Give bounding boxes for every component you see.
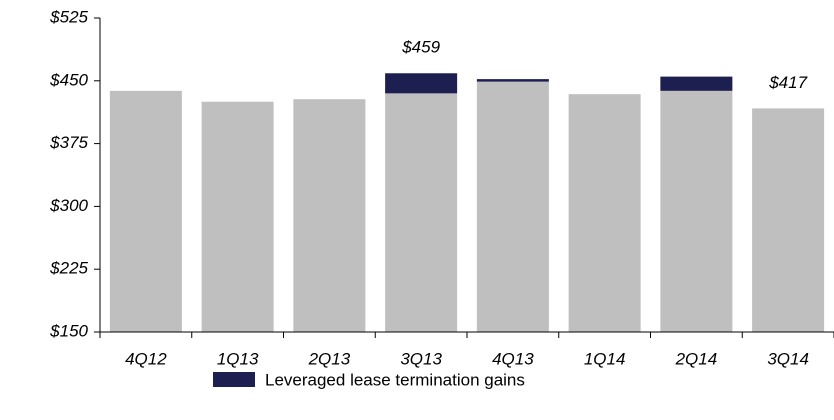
x-tick-label: 1Q13: [217, 349, 259, 368]
bar-segment: [568, 94, 641, 333]
y-tick-label: $375: [49, 133, 88, 152]
y-tick-label: $525: [49, 7, 88, 26]
x-tick-label: 3Q14: [767, 349, 809, 368]
y-tick-label: $300: [49, 196, 88, 215]
x-tick-label: 4Q13: [492, 349, 534, 368]
total-label: $459: [401, 38, 440, 57]
x-tick-label: 2Q14: [675, 349, 718, 368]
bar-segment: [476, 81, 549, 333]
bar-segment: [293, 99, 366, 332]
x-tick-label: 1Q14: [584, 349, 626, 368]
bar-segment: [385, 73, 458, 94]
bar-segment: [660, 76, 733, 91]
bar-segment: [385, 93, 458, 332]
bar-segment: [476, 79, 549, 82]
y-tick-label: $450: [49, 70, 88, 89]
x-tick-label: 3Q13: [400, 349, 442, 368]
bar-segment: [752, 108, 825, 332]
y-tick-label: $150: [49, 321, 88, 340]
x-tick-label: 2Q13: [308, 349, 351, 368]
bar-segment: [201, 101, 274, 332]
total-label: $417: [768, 73, 807, 92]
legend-swatch: [213, 372, 255, 387]
bar-segment: [109, 90, 182, 333]
bar-segment: [660, 90, 733, 333]
legend-label: Leveraged lease termination gains: [265, 370, 525, 389]
y-tick-label: $225: [49, 259, 88, 278]
x-tick-label: 4Q12: [125, 349, 167, 368]
